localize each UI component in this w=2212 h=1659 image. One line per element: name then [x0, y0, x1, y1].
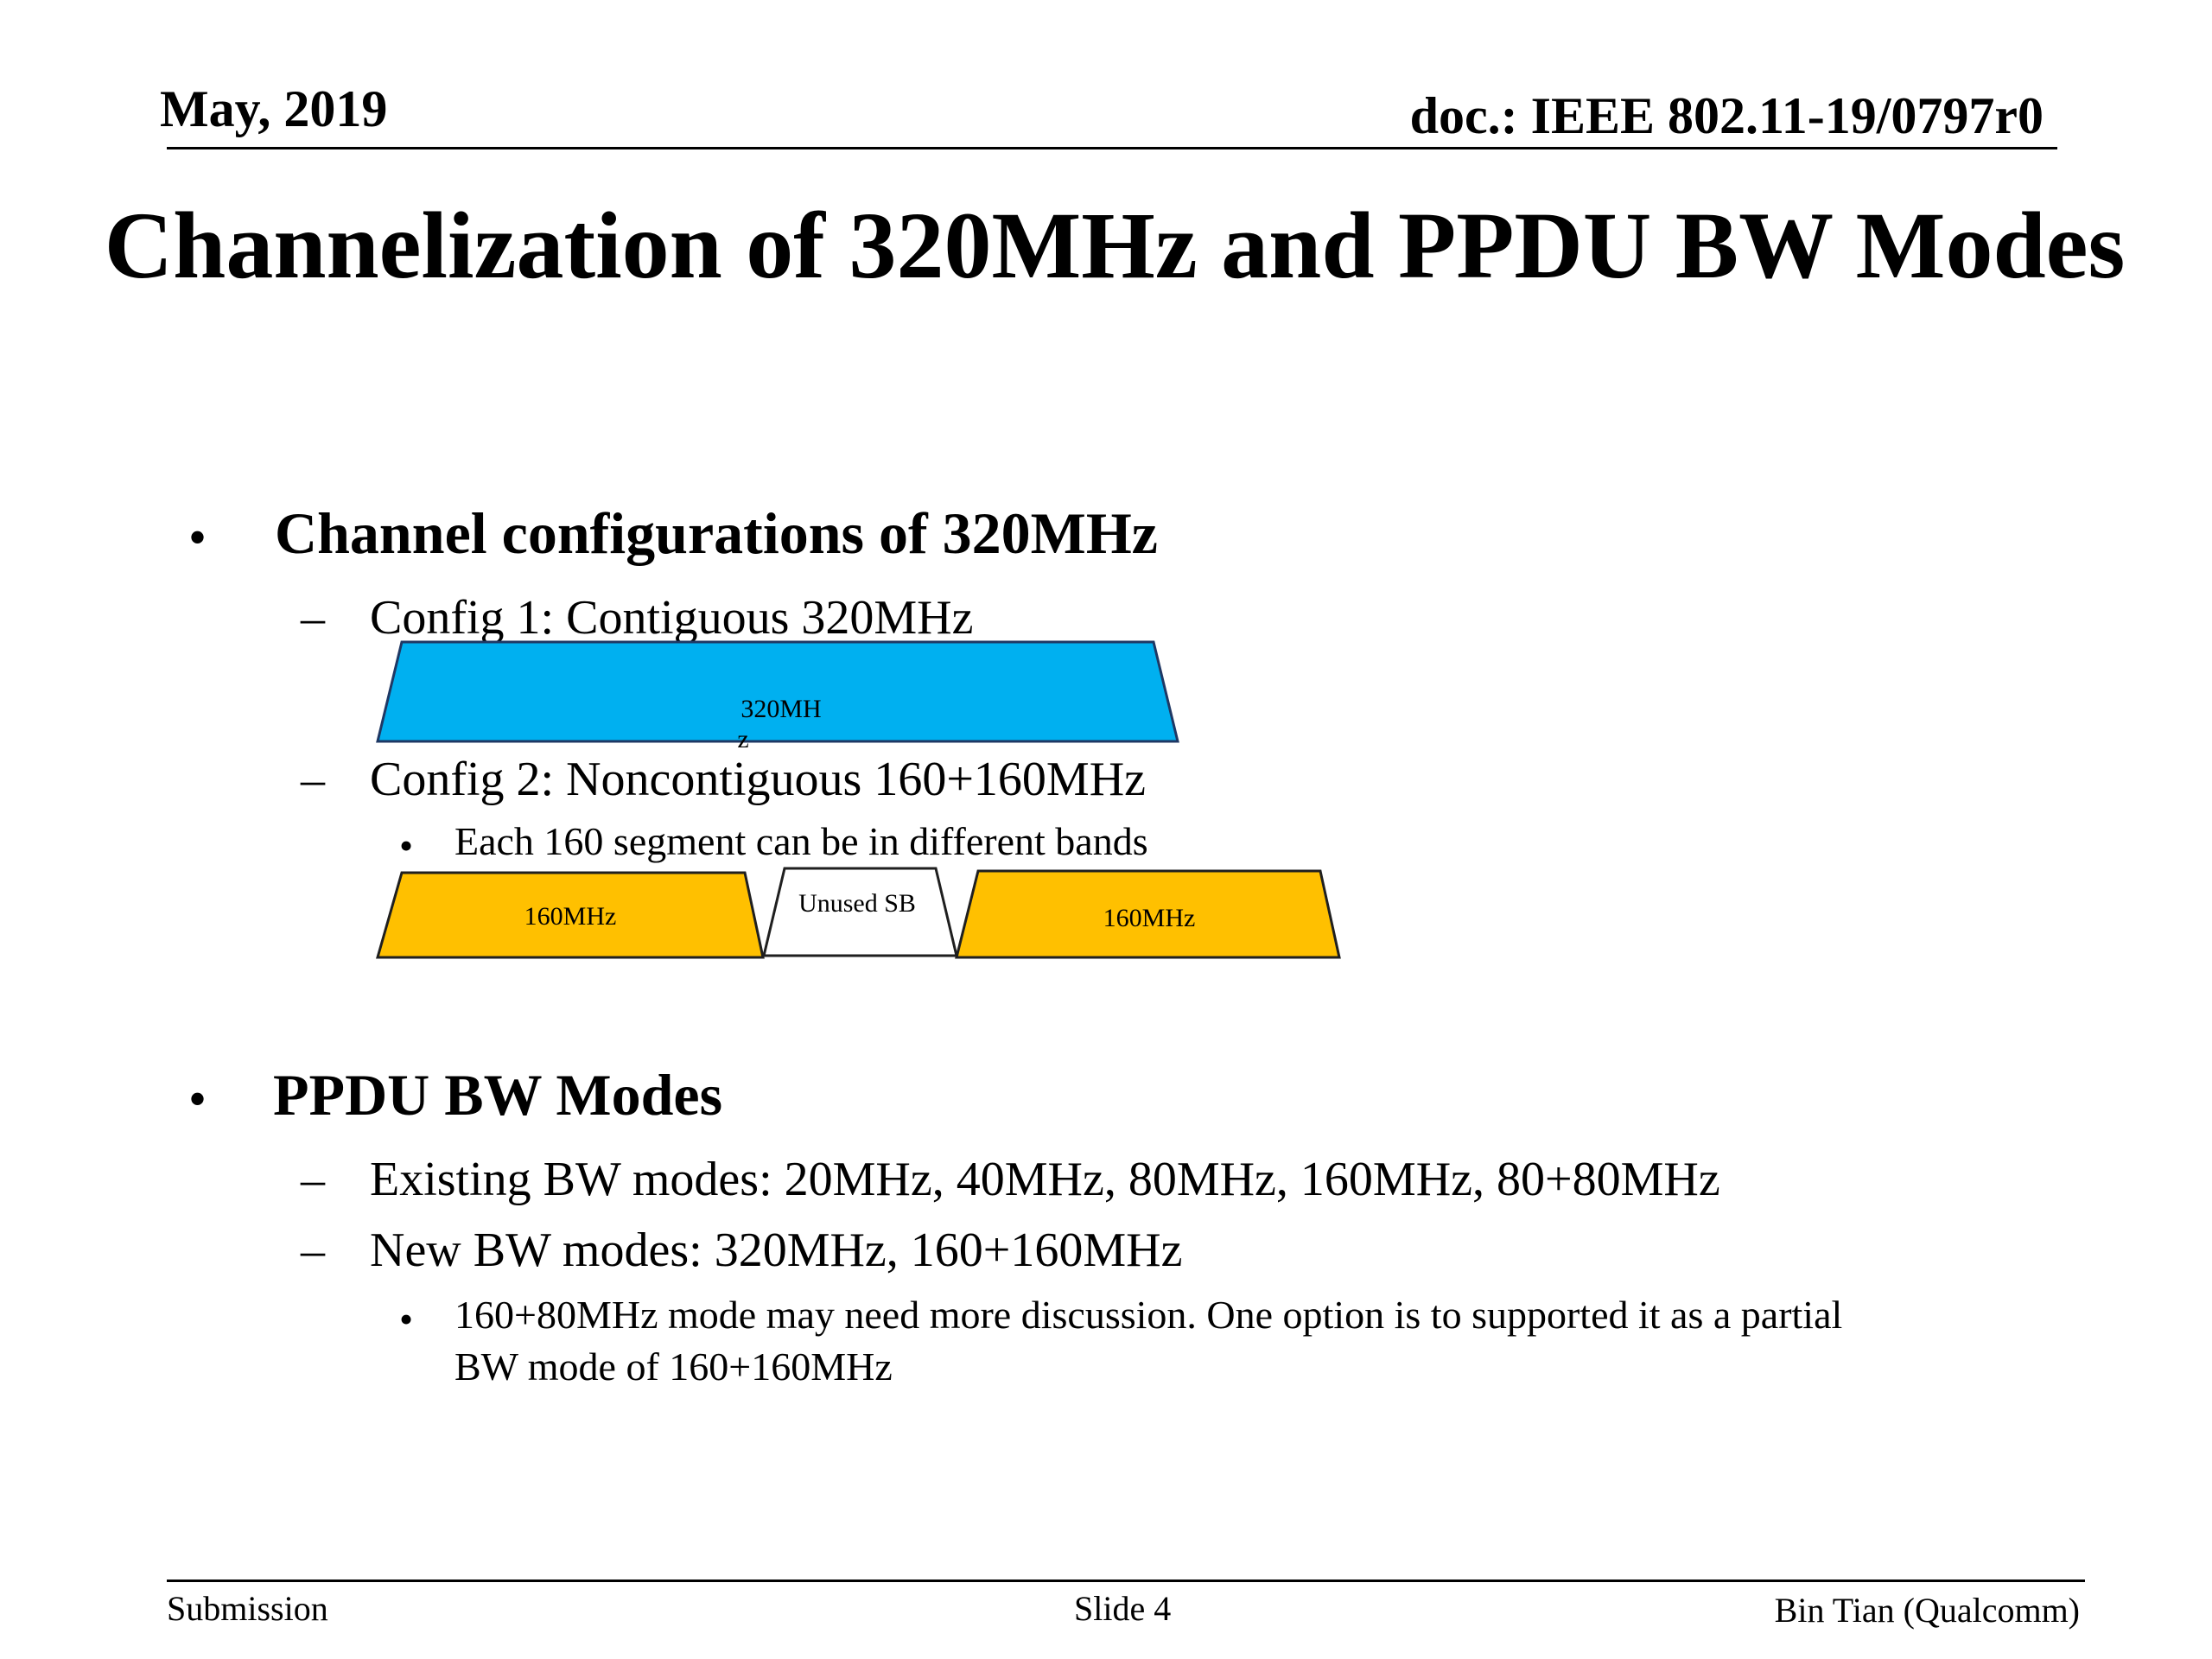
dash-marker: – [301, 1153, 325, 1206]
segment1-160mhz-block [376, 871, 765, 959]
contiguous-block-label: 320MH [741, 695, 821, 723]
footer-slide-number: Slide 4 [1074, 1589, 1172, 1628]
contiguous-320mhz-block [376, 640, 1179, 743]
dash-marker: – [301, 591, 325, 645]
segment2-label: 160MHz [1103, 904, 1196, 932]
section-heading-channel-configs: Channel configurations of 320MHz [275, 500, 1158, 566]
segment2-160mhz-block [955, 869, 1341, 959]
new-bw-modes-text: New BW modes: 320MHz, 160+160MHz [370, 1224, 1183, 1277]
existing-bw-modes-text: Existing BW modes: 20MHz, 40MHz, 80MHz, … [370, 1153, 1720, 1206]
slide-title: Channelization of 320MHz and PPDU BW Mod… [104, 193, 2126, 298]
footer-rule [167, 1580, 2085, 1582]
header-rule [167, 147, 2057, 149]
section-heading-ppdu-bw-modes: PPDU BW Modes [273, 1062, 723, 1128]
unused-sb-label: Unused SB [798, 889, 916, 918]
header-doc-id: doc.: IEEE 802.11-19/0797r0 [1409, 87, 2044, 144]
bullet-marker: • [188, 509, 207, 566]
partial-bw-note-line1: 160+80MHz mode may need more discussion.… [454, 1293, 1843, 1337]
bullet-marker: • [399, 823, 414, 868]
header-date: May, 2019 [160, 80, 388, 137]
contiguous-block-label-wrap: z [737, 725, 748, 753]
config1-text: Config 1: Contiguous 320MHz [370, 591, 974, 645]
partial-bw-note-line2: BW mode of 160+160MHz [454, 1344, 893, 1389]
footer-author: Bin Tian (Qualcomm) [1774, 1591, 2080, 1630]
bullet-marker: • [188, 1071, 207, 1128]
dash-marker: – [301, 1224, 325, 1277]
segment1-label: 160MHz [524, 902, 617, 931]
config2-subpoint: Each 160 segment can be in different ban… [454, 819, 1148, 863]
footer-submission: Submission [167, 1589, 328, 1628]
bullet-marker: • [399, 1297, 414, 1341]
config2-text: Config 2: Noncontiguous 160+160MHz [370, 753, 1146, 806]
dash-marker: – [301, 753, 325, 806]
